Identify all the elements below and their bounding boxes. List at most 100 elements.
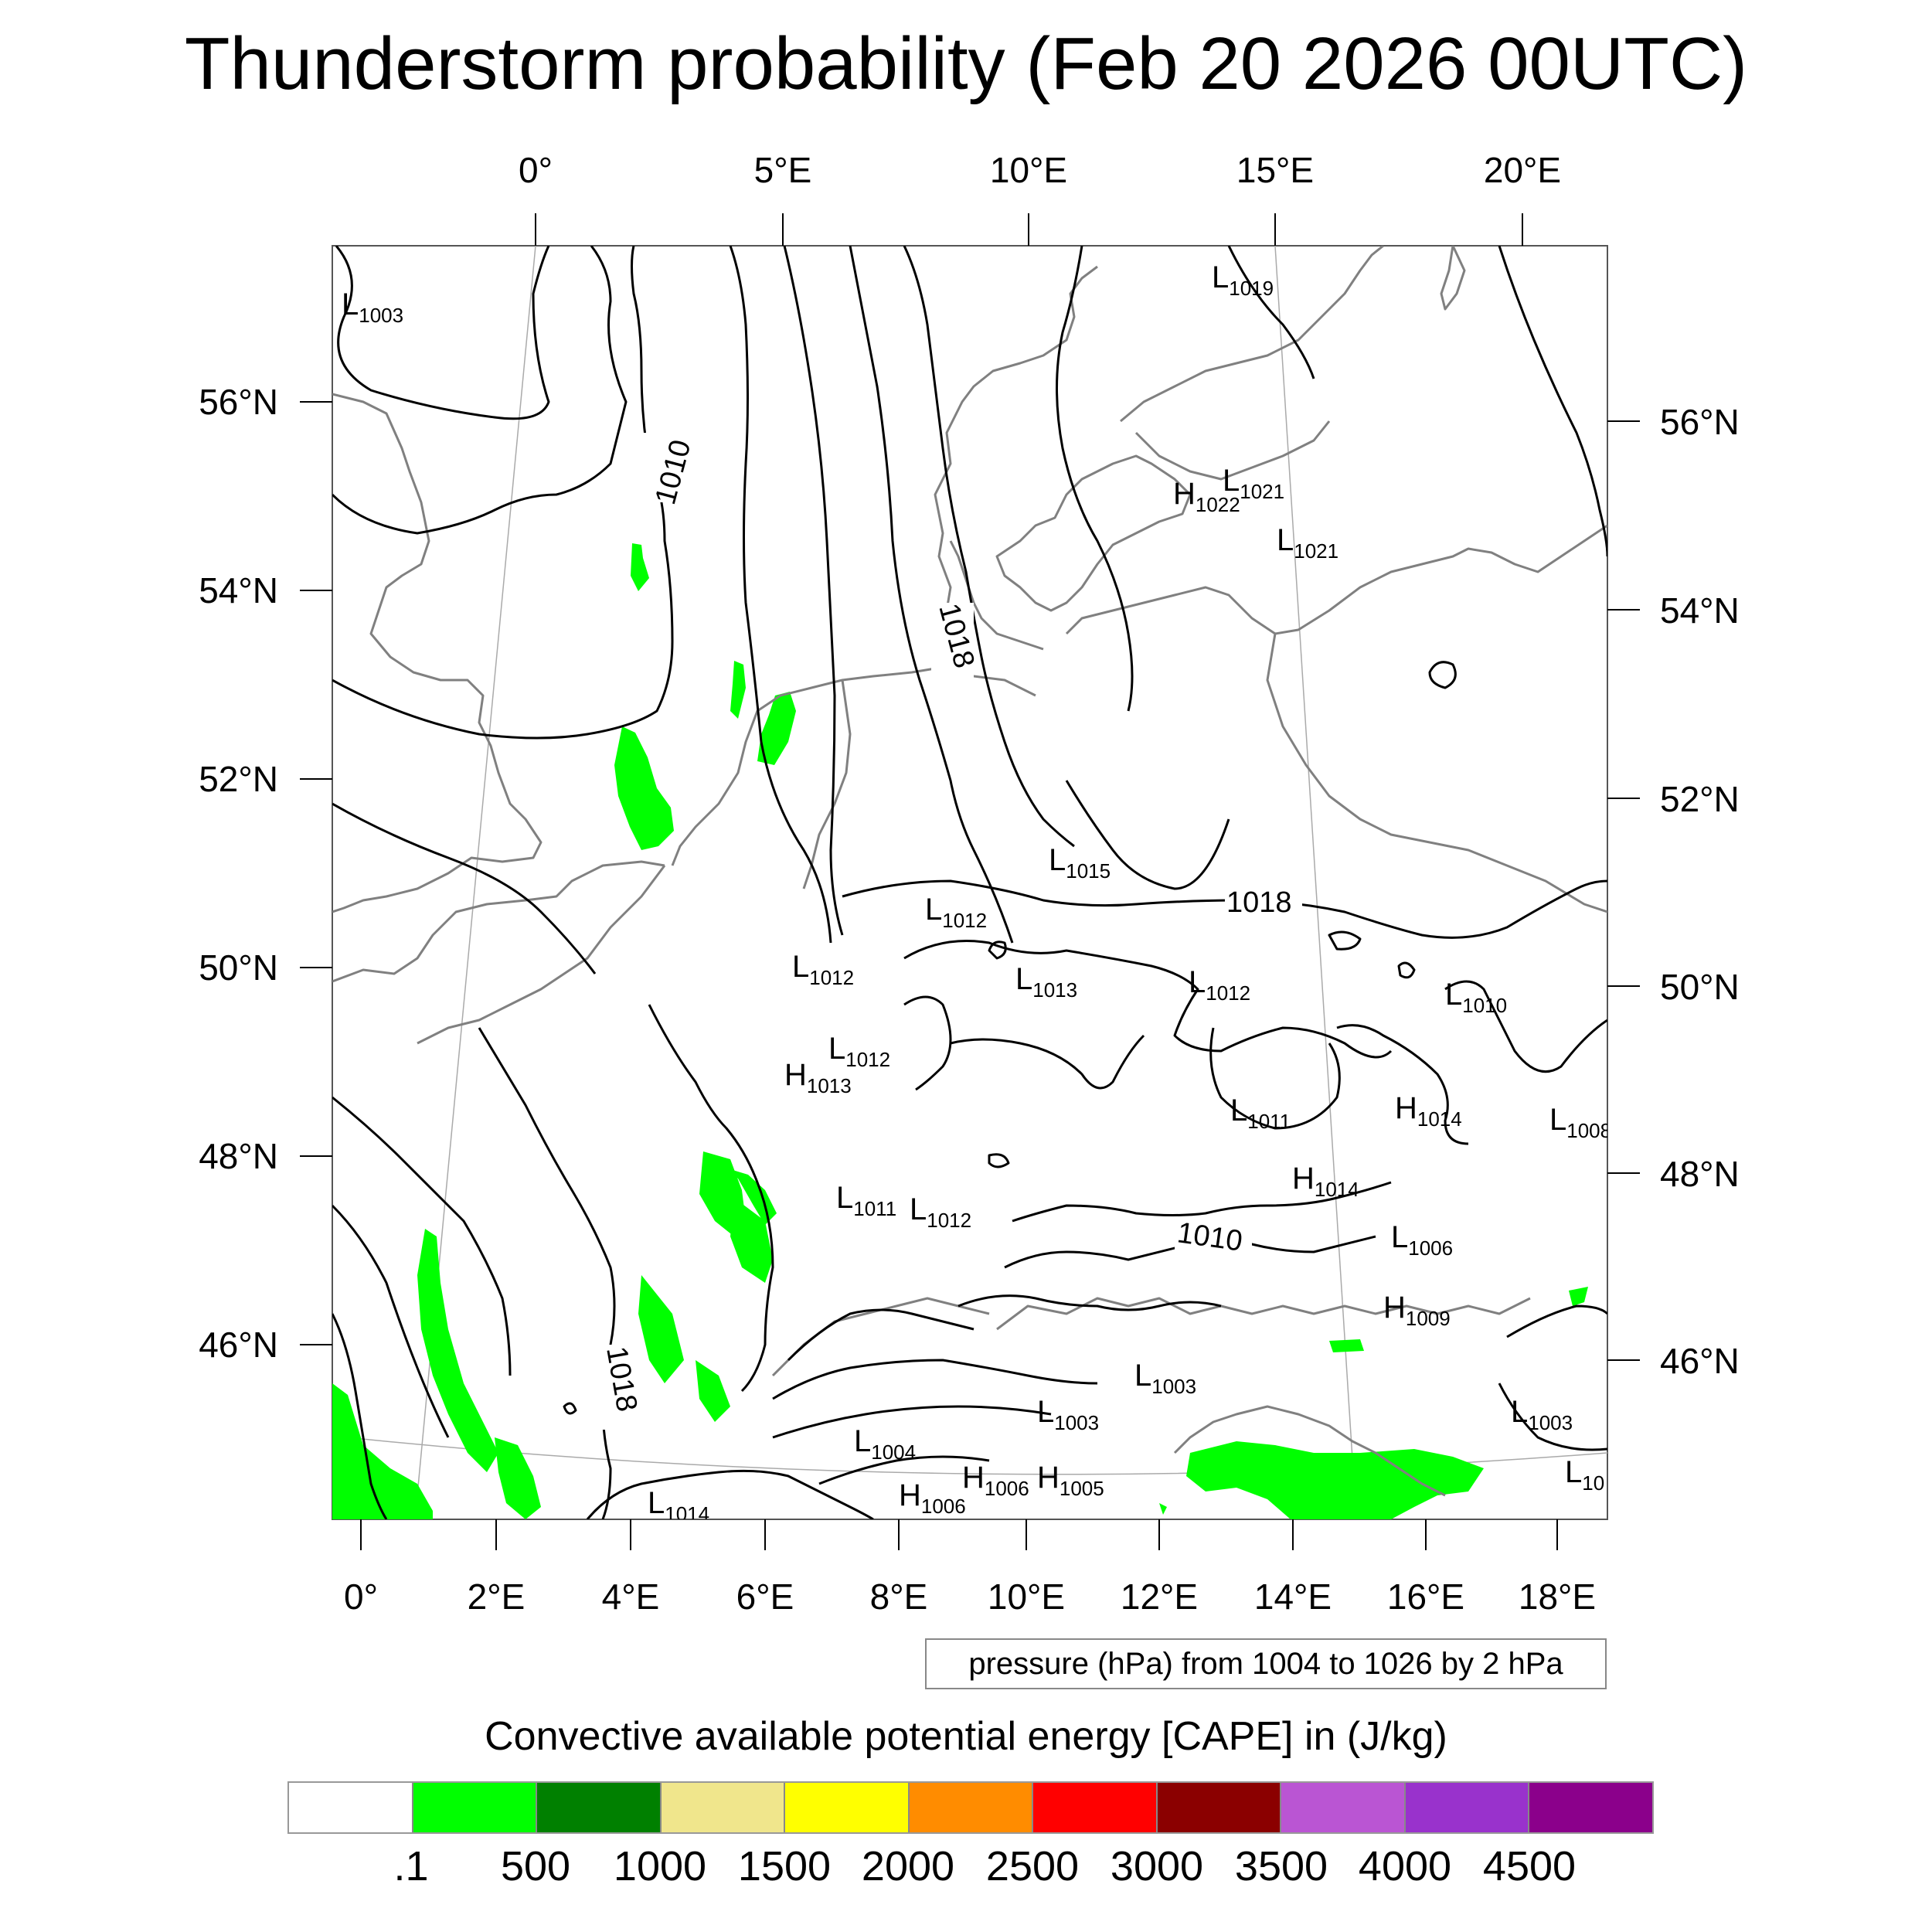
- tick-label: 8°E: [870, 1577, 928, 1617]
- isobar: [1397, 961, 1416, 979]
- tick-label: 54°N: [199, 570, 278, 611]
- isobar: [478, 1027, 616, 1519]
- colorbar-label: 1500: [737, 1843, 832, 1889]
- left-latitude-axis: 56°N 54°N 52°N 50°N 48°N 46°N: [199, 382, 332, 1365]
- isobar: [783, 246, 844, 936]
- isobar: [332, 246, 628, 535]
- tick-label: 0°: [344, 1577, 378, 1617]
- pressure-center-label: L1011: [1230, 1094, 1291, 1133]
- isobar: [1227, 246, 1315, 379]
- isobar-label: 1018: [1226, 886, 1292, 919]
- tick-label: 52°N: [199, 759, 278, 799]
- colorbar-title: Convective available potential energy [C…: [485, 1714, 1447, 1759]
- bottom-longitude-axis: 0° 2°E 4°E 6°E 8°E 10°E 12°E 14°E 16°E 1…: [344, 1519, 1596, 1617]
- tick-label: 52°N: [1660, 779, 1740, 819]
- pressure-center-label: L1015: [1049, 843, 1111, 883]
- top-longitude-axis: 0° 5°E 10°E 15°E 20°E: [519, 150, 1561, 246]
- pressure-center-label: L1019: [1212, 260, 1274, 300]
- cape-area: [1159, 1503, 1167, 1515]
- colorbar-label: 3500: [1234, 1843, 1328, 1889]
- map-frame: [332, 245, 1608, 1520]
- pressure-centers: L1003 L1019 H1022 L1021 L1021 L1015 L101…: [342, 260, 1607, 1526]
- colorbar-box: [1281, 1783, 1406, 1832]
- pressure-center-label: L1013: [1015, 962, 1077, 1002]
- isobar: [335, 246, 550, 420]
- sweden-coast: [1134, 420, 1331, 481]
- colorbar-label: 500: [500, 1843, 571, 1889]
- isobar: [1065, 780, 1230, 890]
- cape-area: [757, 692, 796, 765]
- tick-label: 20°E: [1484, 150, 1561, 190]
- tick-label: 14°E: [1254, 1577, 1332, 1617]
- pressure-center-label: L1012: [828, 1032, 890, 1071]
- pressure-center-label: H1022: [1173, 477, 1240, 516]
- colorbar-box: [661, 1783, 786, 1832]
- colorbar: [287, 1781, 1654, 1834]
- adriatic-coast: [1173, 1405, 1446, 1497]
- tick-label: 4°E: [602, 1577, 660, 1617]
- isobar: [1012, 1181, 1392, 1223]
- colorbar-box: [1405, 1783, 1530, 1832]
- isobar: [818, 1455, 990, 1485]
- pressure-center-label: L1010: [1445, 978, 1507, 1017]
- isobar: [772, 1359, 1098, 1400]
- tick-label: 46°N: [1660, 1341, 1740, 1381]
- isobar: [903, 995, 952, 1091]
- colorbar-box: [1033, 1783, 1158, 1832]
- tick-label: 5°E: [754, 150, 812, 190]
- pressure-center-label: H1014: [1395, 1091, 1462, 1131]
- isobar: [957, 1294, 1222, 1311]
- cape-area: [730, 661, 746, 719]
- cape-fill-areas: [332, 543, 1588, 1519]
- isobar: [1336, 1024, 1469, 1145]
- pressure-center-label: L1006: [1391, 1220, 1453, 1260]
- tick-label: 10°E: [990, 150, 1067, 190]
- colorbar-labels: .1 500 1000 1500 2000 2500 3000 3500 400…: [0, 1839, 1932, 1893]
- isobar: [1056, 246, 1134, 712]
- colorbar-box: [289, 1783, 413, 1832]
- gotland: [1440, 246, 1466, 311]
- isobar: [1498, 1383, 1607, 1451]
- cape-area: [332, 1383, 433, 1519]
- cape-area: [495, 1437, 541, 1519]
- cape-area: [614, 726, 674, 850]
- pressure-center-label: H1013: [784, 1058, 852, 1097]
- british-coast: [332, 860, 665, 983]
- tick-label: 56°N: [199, 382, 278, 422]
- tick-label: 46°N: [199, 1325, 278, 1365]
- coastlines: [332, 246, 1607, 1497]
- isobar: [332, 246, 674, 740]
- german-coast: [949, 540, 1044, 651]
- isobars: [332, 246, 1607, 1519]
- isobar: [903, 940, 1393, 1059]
- cape-area: [417, 1229, 498, 1472]
- pressure-center-label: L1014: [648, 1486, 709, 1526]
- cape-area: [1186, 1441, 1484, 1519]
- isobar: [1506, 1304, 1607, 1338]
- tick-label: 48°N: [1660, 1154, 1740, 1194]
- isobar: [1444, 980, 1607, 1073]
- british-coast: [332, 393, 543, 913]
- tick-label: 50°N: [199, 947, 278, 988]
- isobar: [729, 246, 832, 944]
- isobar: [903, 246, 1075, 848]
- baltic-coast: [1065, 524, 1607, 635]
- colorbar-label: 4000: [1358, 1843, 1452, 1889]
- colorbar-box: [909, 1783, 1034, 1832]
- isobar: [586, 1469, 874, 1519]
- continental-coast: [934, 265, 1098, 669]
- pressure-center-label: L1012: [792, 950, 854, 989]
- pressure-center-label: L1012: [1189, 965, 1250, 1005]
- cape-area: [1329, 1339, 1364, 1352]
- isobar: [988, 1153, 1010, 1168]
- isobar: [1428, 661, 1457, 689]
- tick-label: 0°: [519, 150, 553, 190]
- colorbar-label: 4500: [1482, 1843, 1577, 1889]
- tick-label: 54°N: [1660, 590, 1740, 631]
- tick-label: 10°E: [988, 1577, 1065, 1617]
- tick-label: 48°N: [199, 1136, 278, 1176]
- colorbar-label: 2500: [985, 1843, 1080, 1889]
- border: [417, 865, 666, 1045]
- tick-label: 16°E: [1387, 1577, 1464, 1617]
